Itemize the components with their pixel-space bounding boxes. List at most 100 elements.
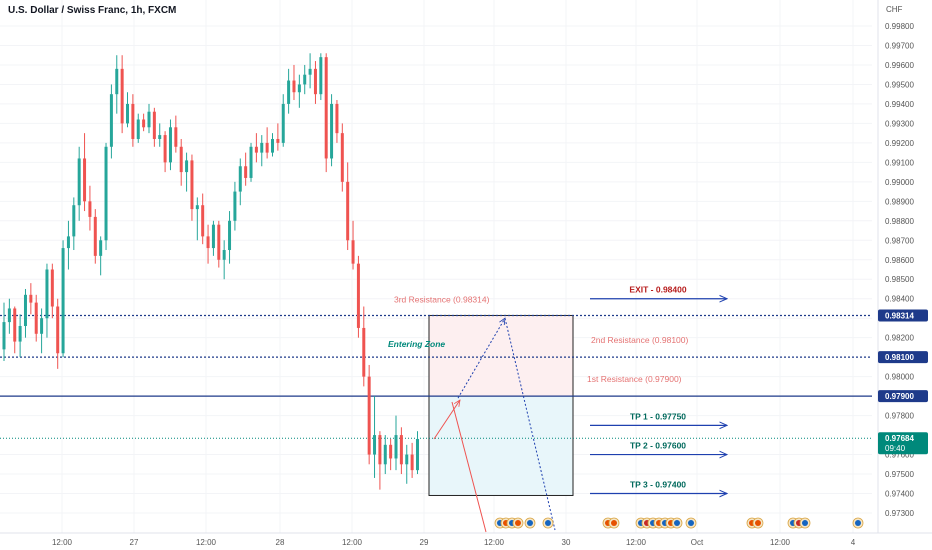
candle-down (399, 427, 403, 475)
candle-body (330, 103, 334, 159)
candle-body (179, 146, 183, 173)
candle-body (308, 68, 312, 75)
candle-body (287, 80, 291, 104)
time-tick-label: 28 (276, 538, 285, 547)
price-tick-label: 0.98600 (885, 256, 914, 265)
tp-3-label: TP 3 - 0.97400 (630, 480, 686, 490)
event-flag-icon[interactable] (852, 517, 864, 529)
event-flag-icon[interactable] (671, 517, 683, 529)
entering-zone-label: Entering Zone (388, 339, 445, 349)
economic-events (494, 517, 864, 529)
candle-down (389, 438, 393, 471)
time-axis[interactable]: 12:00 27 12:00 28 12:00 29 12:00 30 12:00 Oct 12:0… (0, 532, 932, 547)
candle-down (367, 364, 371, 465)
candle-down (34, 294, 38, 342)
time-tick-label: 12:00 (484, 538, 505, 547)
candle-body (115, 68, 119, 95)
target-zone (429, 315, 573, 397)
event-flag-icon[interactable] (752, 517, 764, 529)
price-tick-label: 0.99000 (885, 178, 914, 187)
candle-down (174, 115, 178, 153)
candle-body (319, 57, 323, 95)
candle-down (29, 283, 33, 315)
candle-body (415, 438, 419, 471)
candle-body (238, 166, 242, 192)
candle-down (88, 185, 92, 231)
candle-body (389, 444, 393, 459)
candle-up (281, 94, 285, 147)
candle-body (56, 306, 60, 354)
price-tag (878, 309, 928, 322)
candle-body (2, 322, 6, 350)
candle-body (109, 94, 113, 147)
event-flag-icon[interactable] (608, 517, 620, 529)
resistance-2-label: 2nd Resistance (0.98100) (591, 335, 689, 345)
candle-body (399, 435, 403, 465)
price-tick-label: 0.99400 (885, 100, 914, 109)
candle-body (313, 68, 317, 95)
candle-up (45, 263, 49, 338)
candles (2, 53, 419, 490)
candle-up (18, 314, 22, 358)
candle-body (211, 224, 215, 249)
candle-down (152, 107, 156, 147)
candle-body (142, 119, 146, 128)
candle-up (23, 288, 27, 338)
candle-body (23, 294, 27, 326)
candle-up (233, 181, 237, 231)
candle-body (303, 74, 307, 85)
price-tick-label: 0.97300 (885, 509, 914, 518)
price-tag (878, 432, 928, 455)
candle-body (335, 103, 339, 134)
price-tick-label: 0.97500 (885, 470, 914, 479)
candle-down (217, 220, 221, 268)
candle-body (340, 133, 344, 182)
candle-body (18, 325, 22, 342)
candle-body (281, 103, 285, 143)
annotation-overlays: 3rd Resistance (0.98314) 2nd Resistance (… (388, 285, 727, 533)
time-tick-label: 12:00 (770, 538, 791, 547)
candle-body (378, 435, 382, 465)
time-tick-label: 4 (851, 538, 856, 547)
candle-down (265, 127, 269, 159)
candle-body (222, 250, 226, 260)
candle-up (211, 220, 215, 256)
candle-up (405, 444, 409, 484)
event-flag-icon[interactable] (524, 517, 536, 529)
candle-up (271, 133, 274, 157)
candle-down (276, 123, 280, 151)
event-flag-icon[interactable] (799, 517, 811, 529)
candle-body (356, 263, 360, 328)
candle-up (104, 142, 108, 251)
event-flag-dot (688, 520, 694, 526)
candle-body (104, 146, 108, 241)
candle-body (190, 160, 194, 210)
candle-body (271, 138, 274, 153)
time-tick-label: 12:00 (626, 538, 647, 547)
candle-body (228, 220, 232, 251)
candle-body (83, 158, 87, 202)
price-tag-label: 0.97684 (885, 434, 914, 443)
candle-down (13, 306, 17, 354)
candle-body (158, 135, 162, 139)
candle-up (72, 197, 76, 251)
candle-up (249, 142, 253, 182)
candle-up (195, 197, 199, 241)
price-tick-label: 0.98400 (885, 295, 914, 304)
price-axis[interactable]: 0.99800 0.99700 0.99600 0.99500 0.99400 0.993… (877, 0, 928, 533)
event-flag-icon[interactable] (512, 517, 524, 529)
candle-body (383, 444, 387, 465)
candle-down (179, 138, 183, 186)
price-tick-label: 0.99600 (885, 61, 914, 70)
entry-arrow (433, 400, 460, 440)
event-flag-icon[interactable] (542, 517, 554, 529)
candle-body (201, 205, 205, 237)
candle-body (254, 146, 258, 153)
candle-up (2, 302, 6, 362)
candle-up (330, 94, 334, 167)
event-flag-dot (855, 520, 861, 526)
candle-body (72, 205, 76, 237)
candle-up (99, 236, 103, 276)
event-flag-icon[interactable] (685, 517, 697, 529)
